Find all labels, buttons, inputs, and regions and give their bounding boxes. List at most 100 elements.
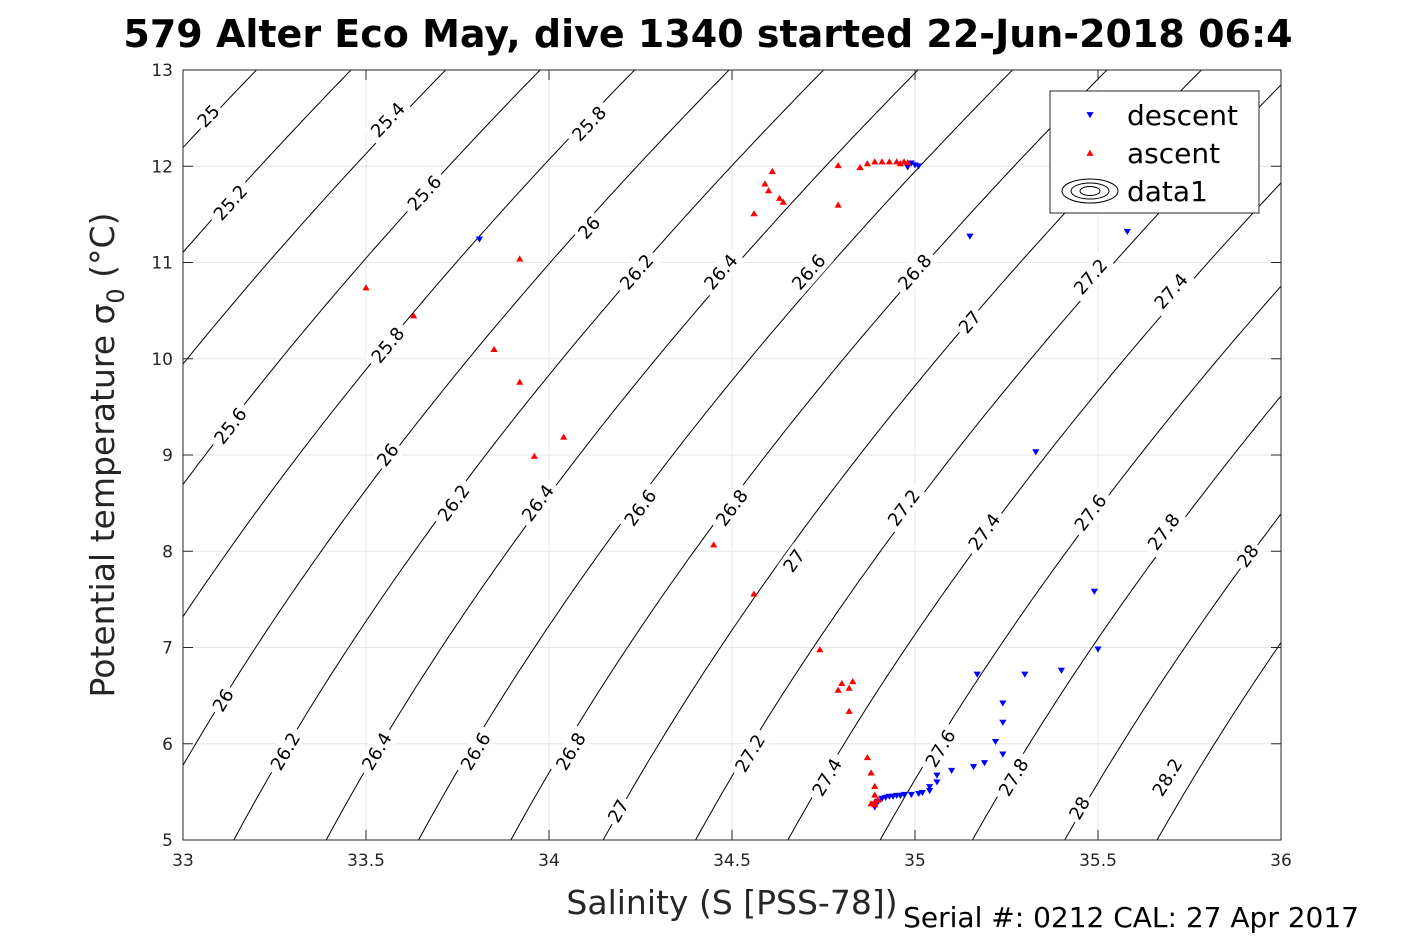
contour-label-bg (616, 481, 665, 535)
descent-point (475, 236, 484, 243)
contour-label-bg (1146, 265, 1196, 318)
descent-point (969, 763, 978, 771)
legend-contour-ring (1070, 182, 1110, 200)
contour-label-bg (1062, 790, 1097, 827)
descent-point (933, 779, 941, 786)
ascent-point (867, 769, 875, 776)
chart-title: 579 Alter Eco May, dive 1340 started 22-… (123, 12, 1292, 56)
y-axis-label-unit: (°C) (83, 213, 122, 289)
contour-label-bg (206, 682, 241, 719)
descent-point (991, 738, 1000, 746)
legend-items: descent ascent data1 (1061, 99, 1238, 208)
x-axis-label: Salinity (S [PSS-78]) (566, 883, 897, 922)
ascent-point (871, 782, 879, 789)
ascent-point (871, 791, 879, 798)
contour-label-bg (952, 304, 988, 341)
descent-point (948, 767, 956, 774)
contour-label-bg (263, 724, 308, 779)
isopycnal-25.4 (183, 70, 447, 365)
ascent-point (904, 159, 912, 166)
legend-box (1049, 90, 1260, 214)
x-tick-label: 34 (538, 851, 560, 871)
y-tick-label: 11 (151, 254, 173, 274)
y-tick-label: 7 (162, 639, 173, 659)
ascent-point (750, 590, 758, 597)
contour-label-bg (206, 399, 255, 453)
legend-label-ascent: ascent (1127, 137, 1220, 170)
isopycnal-25.2 (183, 70, 352, 254)
contour-label-bg (804, 750, 850, 805)
serial-cal-text: Serial #: 0212 CAL: 27 Apr 2017 (903, 901, 1359, 934)
isopycnal-27.4 (787, 182, 1281, 840)
legend-contour-ring (1061, 178, 1119, 204)
contour-label-bg (1230, 537, 1266, 575)
contour-label-bg (354, 724, 400, 779)
contour-label-bg (960, 505, 1009, 559)
ascent-point (893, 158, 901, 165)
x-tick-label: 35.5 (1079, 851, 1117, 871)
y-tick-label: 13 (151, 61, 173, 81)
ascent-point (765, 187, 773, 194)
contour-label-bg (514, 476, 562, 530)
ascent-point (871, 158, 879, 165)
contour-label: 26 (206, 682, 241, 719)
descent-point (980, 760, 989, 767)
contour-label-bg (564, 98, 615, 150)
legend-marker-ascent (1086, 149, 1094, 156)
y-axis-label-subscript: 0 (102, 288, 130, 303)
ascent-point (409, 312, 418, 319)
descent-point (1032, 449, 1040, 456)
isopycnal-27.8 (971, 395, 1281, 840)
y-tick-label: 8 (162, 542, 173, 562)
contour-label-bg (399, 167, 450, 220)
descent-point (1090, 588, 1098, 595)
ascent-point (816, 646, 824, 653)
contour-label-bg (880, 481, 928, 535)
descent-point (926, 784, 934, 791)
contour-label-bg (612, 246, 662, 299)
contour-label-bg (776, 542, 812, 580)
ascent-point (885, 158, 893, 165)
ascent-point (863, 753, 872, 761)
descent-point (933, 772, 941, 779)
y-tick-label: 5 (162, 831, 173, 851)
contour-label-bg (363, 319, 413, 372)
ascent-point (834, 201, 842, 208)
contour-label-bg (1140, 505, 1188, 559)
data-markers (362, 158, 1131, 811)
ascent-point (775, 194, 784, 201)
ascent-point (516, 378, 524, 385)
contour-label-bg (918, 721, 964, 776)
descent-point (999, 751, 1007, 758)
legend-label-descent: descent (1127, 99, 1238, 132)
ascent-point (896, 160, 904, 167)
descent-point (1057, 667, 1065, 674)
ascent-point (560, 433, 568, 440)
axis-ticks: 33 33.5 34 34.5 35 35.5 36 5 6 7 8 9 10 11 12 13 (151, 61, 1291, 871)
contour-label-bg (1066, 486, 1115, 540)
ascent-point (838, 679, 846, 686)
x-tick-label: 33.5 (347, 851, 385, 871)
contour-label-bg (453, 724, 499, 779)
descent-point (904, 164, 912, 171)
contour-label-bg (1065, 250, 1116, 303)
ascent-point (878, 158, 886, 165)
legend-marker-descent (1086, 112, 1094, 119)
legend: descent ascent data1 (1049, 90, 1260, 214)
ascent-point (874, 796, 882, 803)
ascent-point (849, 677, 857, 685)
ascent-point (863, 160, 872, 167)
descent-point (907, 160, 915, 167)
y-tick-label: 12 (151, 157, 173, 177)
contour-label-bg (890, 246, 940, 299)
x-tick-label: 34.5 (713, 851, 751, 871)
ascent-point (710, 541, 718, 548)
legend-contour-ring (1079, 186, 1101, 196)
x-tick-label: 36 (1270, 851, 1292, 871)
ascent-point (768, 167, 776, 174)
ascent-point (490, 345, 498, 353)
contour-label-bg (601, 793, 636, 830)
contour-label-bg (696, 246, 746, 299)
isopycnal-25.6 (183, 70, 541, 486)
isopycnal-25.8 (183, 70, 636, 618)
